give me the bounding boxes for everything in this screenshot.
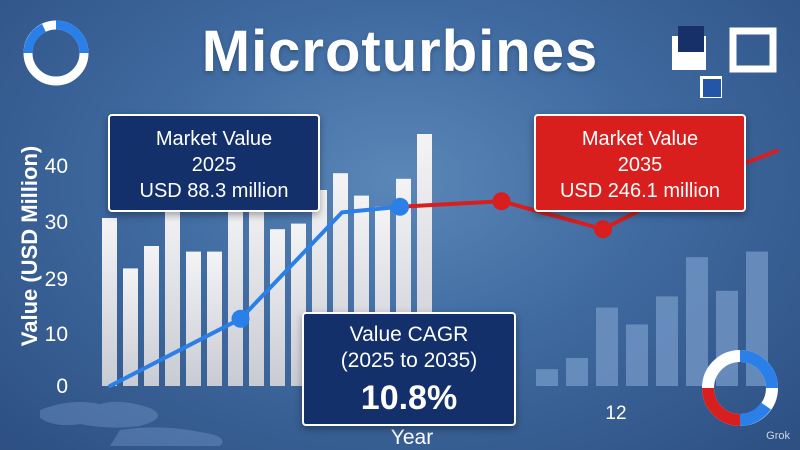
bar-right-5 — [686, 257, 708, 386]
callout-2035-label: Market Value — [581, 128, 699, 150]
data-point-0 — [231, 309, 250, 328]
watermark: Grok — [766, 430, 790, 442]
callout-2025-label: Market Value — [155, 128, 273, 150]
bar-left-1 — [123, 268, 138, 386]
y-tick-0: 0 — [56, 375, 68, 398]
page-title: Microturbines — [201, 19, 599, 84]
bar-right-1 — [566, 358, 588, 386]
bar-left-4 — [186, 251, 201, 386]
data-point-2 — [492, 192, 511, 211]
callout-cagr-period: (2025 to 2035) — [340, 349, 478, 372]
series-line-blue — [108, 204, 402, 388]
bar-left-5 — [207, 251, 222, 386]
donut-icon-bottom-right — [702, 350, 778, 426]
callout-2035-year: 2035 — [617, 154, 663, 176]
callout-market-value-2035: Market Value 2035 USD 246.1 million — [534, 114, 746, 212]
bar-left-6 — [228, 201, 243, 386]
bar-left-0 — [102, 218, 117, 386]
callout-cagr-label: Value CAGR — [349, 323, 469, 346]
y-tick-3: 30 — [45, 211, 68, 234]
bar-left-8 — [270, 229, 285, 386]
x-tick-0: 12 — [605, 403, 626, 424]
bar-right-0 — [536, 369, 558, 386]
y-tick-1: 10 — [45, 323, 68, 346]
bar-left-3 — [165, 201, 180, 386]
data-point-1 — [391, 197, 409, 216]
data-point-3 — [594, 220, 612, 239]
donut-icon-top-left — [23, 20, 89, 86]
callout-2025-value: USD 88.3 million — [139, 180, 289, 202]
bar-left-2 — [144, 246, 159, 386]
world-map-silhouette — [40, 401, 223, 446]
y-axis-label: Value (USD Million) — [17, 145, 42, 347]
bar-right-2 — [596, 307, 618, 386]
squares-icon — [672, 26, 777, 98]
callout-value-cagr: Value CAGR (2025 to 2035) 10.8% — [302, 312, 516, 426]
callout-market-value-2025: Market Value 2025 USD 88.3 million — [108, 114, 320, 212]
y-tick-4: 40 — [45, 155, 68, 178]
bar-right-3 — [626, 324, 648, 386]
bar-right-4 — [656, 296, 678, 386]
y-tick-2: 29 — [45, 268, 68, 291]
x-axis-label: Year — [391, 426, 433, 449]
callout-2025-year: 2025 — [191, 154, 237, 176]
callout-2035-value: USD 246.1 million — [559, 180, 721, 202]
bar-left-7 — [249, 190, 264, 386]
callout-cagr-value: 10.8% — [360, 379, 458, 417]
